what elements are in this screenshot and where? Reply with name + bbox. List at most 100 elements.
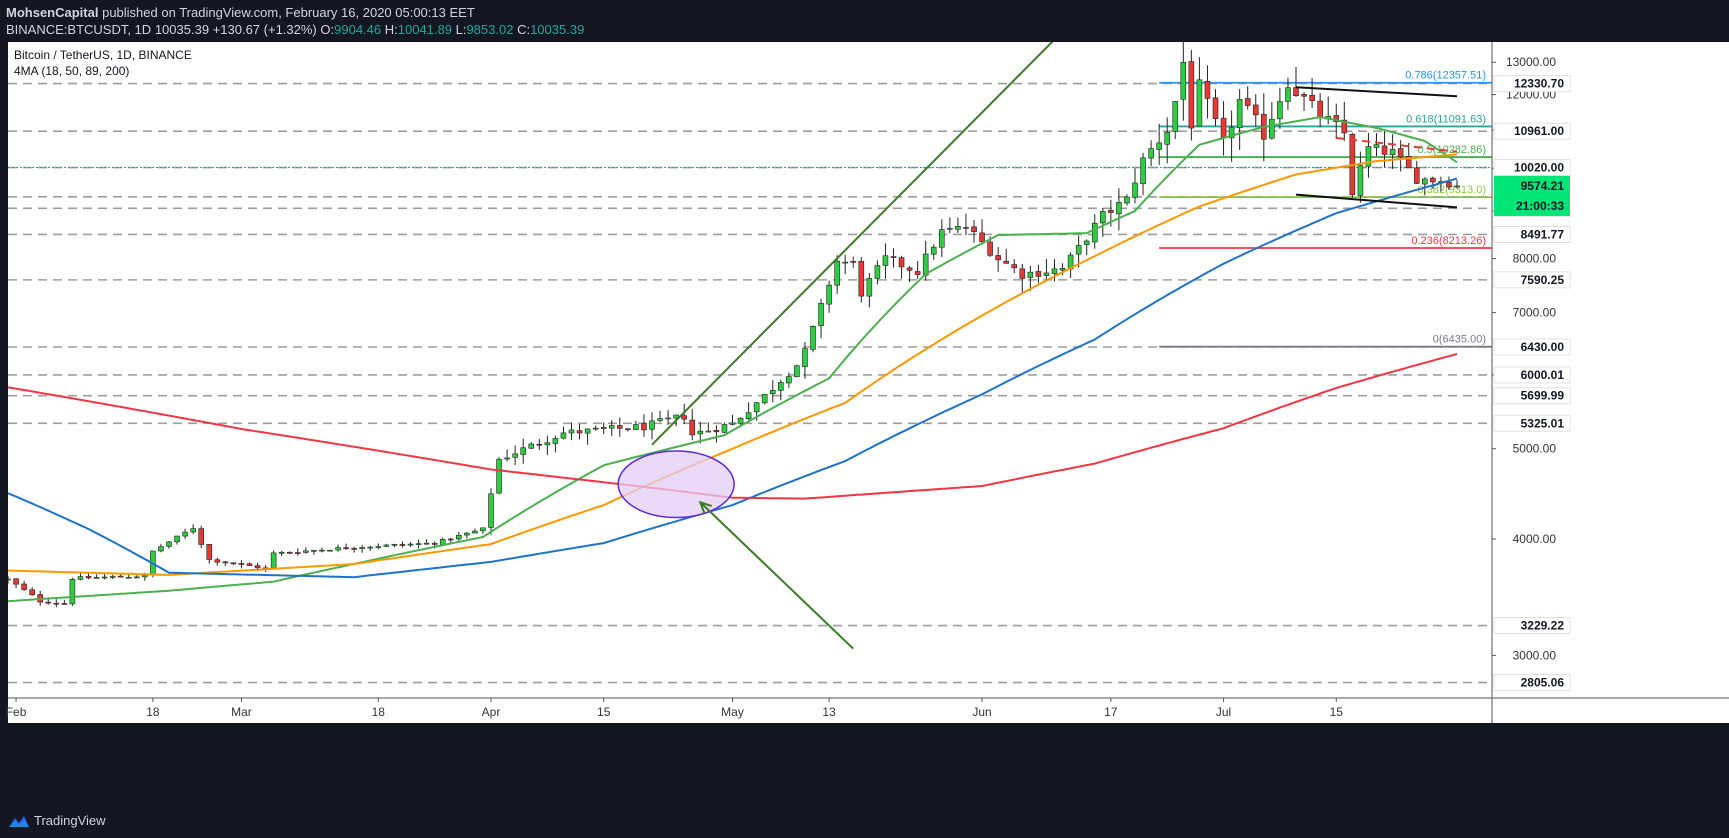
fib-level-label: 0.236(8213.26) <box>1411 235 1486 247</box>
candle-up <box>721 424 728 433</box>
candle-down <box>1252 104 1259 116</box>
candle-up <box>1156 142 1162 150</box>
candle-up <box>335 547 341 551</box>
candle-up <box>633 424 639 430</box>
ascending-trendline <box>651 41 1055 446</box>
ma-50-line <box>8 153 1458 576</box>
candle-down <box>1309 94 1315 101</box>
high-value: 10041.89 <box>397 22 452 37</box>
candle-up <box>786 376 792 384</box>
candle-up <box>1100 211 1106 224</box>
candle-up <box>528 443 535 449</box>
x-tick-label: Apr <box>482 705 501 719</box>
candle-up <box>1422 178 1428 185</box>
candle-up <box>665 417 671 420</box>
candle-up <box>278 551 285 554</box>
candle-down <box>536 443 543 446</box>
candle-down <box>254 565 261 569</box>
level-badge <box>1493 617 1571 635</box>
candle-up <box>311 550 317 552</box>
chart-info-bar: MohsenCapital published on TradingView.c… <box>0 0 1729 42</box>
candle-down <box>1003 260 1009 264</box>
candle-up <box>423 542 430 545</box>
level-badge-label: 7590.25 <box>1521 273 1565 287</box>
candle-down <box>850 260 857 263</box>
candle-down <box>713 430 720 433</box>
price-change: +130.67 (+1.32%) <box>212 22 317 37</box>
candle-up <box>657 418 663 421</box>
candle-up <box>488 493 494 528</box>
candle-up <box>1132 182 1138 198</box>
y-tick-label: 7000.00 <box>1513 306 1557 320</box>
candle-down <box>1035 271 1042 277</box>
close-label: C: <box>517 22 531 37</box>
candle-down <box>447 538 454 541</box>
candle-down <box>238 563 245 565</box>
candle-up <box>1454 185 1460 188</box>
candle-up <box>520 447 526 455</box>
x-tick-label: 17 <box>1104 705 1118 719</box>
time-axis-panel <box>8 698 1492 723</box>
candle-up <box>1228 127 1235 139</box>
candle-up <box>1116 202 1122 215</box>
candle-up <box>303 550 309 553</box>
chart-legend-title: Bitcoin / TetherUS, 1D, BINANCE <box>14 48 192 62</box>
candle-down <box>1381 145 1388 155</box>
dashed-projection-line <box>1336 136 1458 153</box>
candle-down <box>617 425 623 429</box>
candle-up <box>1075 245 1082 255</box>
level-badge <box>1493 366 1571 384</box>
candle-down <box>1397 148 1404 158</box>
candle-down <box>1333 115 1340 123</box>
candle-down <box>246 563 253 566</box>
candle-down <box>1188 61 1195 129</box>
candle-up <box>77 576 84 580</box>
candle-up <box>1269 118 1275 139</box>
candle-up <box>125 576 132 579</box>
level-badge <box>1493 75 1571 93</box>
candle-up <box>866 278 873 297</box>
candle-up <box>1124 196 1130 204</box>
close-value: 10035.39 <box>530 22 585 37</box>
candle-down <box>1244 98 1251 106</box>
level-badge-label: 5699.99 <box>1521 389 1565 403</box>
candle-up <box>101 576 108 579</box>
level-badge-label: 3229.22 <box>1521 619 1565 633</box>
x-tick-label: Jun <box>972 705 991 719</box>
candle-up <box>1148 148 1154 159</box>
candle-up <box>955 225 961 230</box>
x-tick-label: 18 <box>146 705 160 719</box>
candle-up <box>1140 157 1146 185</box>
candle-up <box>383 544 390 547</box>
candle-up <box>818 302 824 326</box>
candle-up <box>939 229 945 248</box>
candle-down <box>971 226 977 233</box>
candle-up <box>568 429 575 434</box>
candle-down <box>914 271 921 275</box>
wedge-lower-line <box>1295 193 1458 209</box>
candle-down <box>906 267 913 271</box>
candle-up <box>1059 267 1066 271</box>
candle-down <box>13 578 19 585</box>
candle-down <box>1317 100 1323 118</box>
footer-bar: TradingView <box>0 805 1729 838</box>
tradingview-brand[interactable]: TradingView <box>8 813 106 828</box>
candle-up <box>69 578 76 605</box>
publisher-name[interactable]: MohsenCapital <box>6 5 99 20</box>
x-tick-label: 13 <box>822 705 836 719</box>
candle-up <box>544 442 551 446</box>
candle-up <box>1051 268 1058 275</box>
candle-up <box>464 532 470 536</box>
candle-down <box>295 552 301 554</box>
candle-up <box>745 412 752 420</box>
candle-up <box>584 428 591 434</box>
candle-up <box>182 531 188 537</box>
candle-down <box>85 576 92 579</box>
candle-up <box>1180 61 1187 100</box>
candle-up <box>1043 272 1050 276</box>
candle-down <box>898 257 905 268</box>
candle-up <box>407 543 414 546</box>
low-value: 9853.02 <box>466 22 514 37</box>
ma-200-line <box>8 353 1458 500</box>
